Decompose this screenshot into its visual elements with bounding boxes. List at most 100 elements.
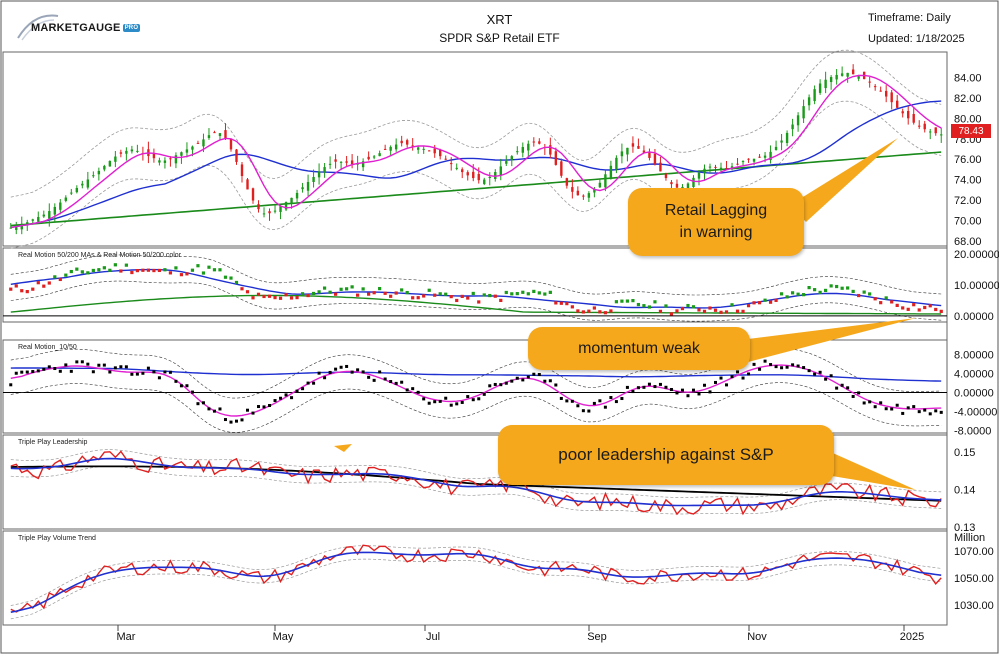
rm50-dot	[923, 305, 927, 310]
price-candle-body	[918, 125, 921, 127]
rm50-dot	[631, 299, 635, 303]
rm10-dot	[290, 396, 294, 400]
price-band-upper	[10, 49, 942, 198]
rm50-dot	[152, 268, 156, 273]
price-candle-body	[268, 211, 271, 214]
rm50-tick-2: 0.00000	[954, 311, 994, 323]
rm50-dot	[790, 291, 795, 295]
rm10-dot	[229, 420, 233, 424]
price-candle-body	[703, 168, 706, 174]
price-candle-body	[510, 156, 513, 161]
rm10-dot	[868, 400, 872, 404]
logo-wordmark: MARKETGAUGE	[31, 22, 121, 34]
rm50-dot	[229, 276, 233, 280]
price-candle-body	[505, 161, 508, 164]
rm10-dot	[223, 418, 227, 422]
rm50-dot	[14, 284, 18, 288]
rm50-dot	[625, 299, 630, 303]
rm10-dot	[234, 419, 238, 423]
rm50-dot	[890, 300, 894, 304]
price-candle-body	[103, 165, 106, 170]
price-candle-body	[262, 213, 266, 215]
rm10-dot	[609, 396, 613, 400]
rm10-dot	[697, 392, 701, 396]
rm10-dot	[135, 372, 139, 376]
rm50-dot	[774, 298, 778, 302]
price-candle-body	[521, 147, 524, 153]
rm50-dot	[532, 289, 536, 294]
rm10-dot	[262, 405, 266, 409]
price-candle-body	[873, 86, 877, 88]
rm10-dot	[829, 374, 833, 378]
rm50-dot	[278, 296, 283, 300]
price-candle-body	[637, 145, 640, 149]
price-candle-body	[235, 149, 238, 162]
rm50-band-lower	[10, 280, 942, 322]
rm10-dot	[268, 403, 272, 407]
rm50-dot	[102, 266, 106, 270]
rm10-dot	[669, 387, 673, 391]
rm50-dot	[554, 301, 558, 305]
rm50-dot	[322, 286, 327, 290]
rm10-dot	[350, 370, 354, 374]
rm10-dot	[75, 360, 79, 364]
price-candle-body	[483, 179, 486, 184]
rm10-dot	[405, 388, 409, 392]
price-candle-body	[785, 132, 789, 144]
rm10-dot	[455, 402, 459, 406]
rm10-dot	[625, 385, 629, 389]
rm10-dot	[780, 366, 784, 370]
rm50-dot	[846, 286, 850, 290]
rm50-dot	[939, 309, 943, 313]
rm50-dot	[438, 292, 442, 296]
rm10-dot	[802, 366, 806, 370]
price-candle-body	[125, 150, 128, 154]
rm10-dot	[642, 385, 646, 389]
callout-small-mark	[334, 444, 352, 452]
price-candle-body	[934, 127, 937, 134]
rm10-dot	[614, 400, 618, 404]
vol-tick-2: 1030.00	[954, 600, 994, 612]
rm10-dot	[796, 364, 800, 368]
rm50-dot	[400, 288, 404, 292]
rm50-dot	[411, 296, 415, 300]
price-candle-body	[185, 149, 189, 153]
price-candle-body	[692, 177, 695, 188]
rm50-dot	[245, 290, 250, 294]
rm10-dot	[714, 380, 718, 384]
rm10-dot	[686, 394, 690, 398]
symbol-title: XRT	[486, 12, 513, 27]
price-candle-body	[846, 72, 849, 77]
price-candle-body	[758, 156, 761, 158]
vol-band-lower	[10, 558, 942, 620]
rm10-dot	[146, 366, 150, 370]
price-candle-body	[560, 161, 563, 176]
price-candle-body	[752, 158, 756, 162]
rm10-dot	[47, 365, 51, 369]
rm10-dot	[603, 405, 607, 409]
rm50-dot	[47, 281, 51, 285]
price-candle-body	[538, 141, 541, 144]
rm10-dot	[284, 393, 288, 397]
rm50-dot	[119, 269, 123, 273]
rm50-dot	[135, 269, 139, 273]
price-candle-body	[923, 123, 926, 130]
rm50-dot	[124, 263, 128, 267]
rm50-dot	[311, 291, 316, 296]
rm10-dot	[383, 377, 387, 381]
rm50-dot	[284, 293, 288, 297]
rm10-dot	[168, 370, 172, 374]
price-candle-body	[719, 167, 723, 170]
price-candle-body	[136, 150, 139, 152]
rm50-dot	[713, 308, 718, 312]
lead-band-lower	[10, 465, 942, 515]
price-candle-body	[158, 160, 161, 163]
price-candle-body	[196, 142, 200, 144]
rm10-dot	[471, 398, 475, 402]
rm10-tick-1: 4.00000	[954, 368, 994, 380]
price-candle-body	[251, 188, 255, 201]
rm50-dot	[686, 303, 690, 308]
date-label-2: Jul	[426, 631, 440, 643]
price-candle-body	[218, 133, 222, 137]
